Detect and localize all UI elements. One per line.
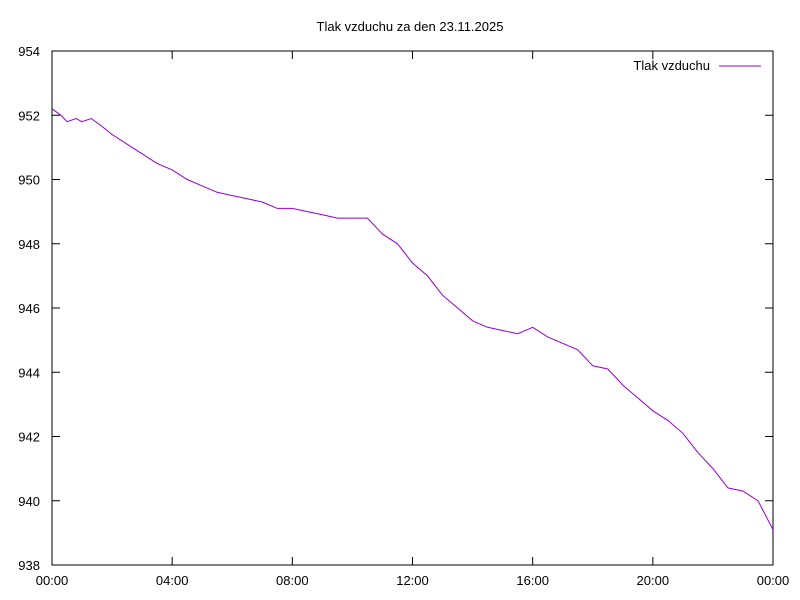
x-tick-label: 04:00 — [156, 573, 189, 588]
series-line-tlak-vzduchu — [51, 108, 774, 530]
y-tick-label: 940 — [18, 494, 40, 509]
x-axis: 00:00 04:00 08:00 12:00 16:00 20:00 00:00 — [36, 51, 790, 588]
y-tick-label: 952 — [18, 108, 40, 123]
y-axis: 938 940 942 944 946 948 950 952 954 — [18, 44, 773, 573]
x-tick-label: 00:00 — [36, 573, 69, 588]
legend: Tlak vzduchu — [633, 58, 761, 73]
x-tick-label: 16:00 — [516, 573, 549, 588]
y-tick-label: 948 — [18, 237, 40, 252]
y-tick-label: 950 — [18, 173, 40, 188]
y-tick-label: 954 — [18, 44, 40, 59]
y-tick-label: 938 — [18, 558, 40, 573]
plot-frame — [51, 50, 774, 566]
legend-label: Tlak vzduchu — [633, 58, 710, 73]
y-tick-label: 944 — [18, 365, 40, 380]
x-tick-label: 12:00 — [396, 573, 429, 588]
x-tick-label: 08:00 — [276, 573, 309, 588]
y-tick-label: 942 — [18, 430, 40, 445]
x-tick-label: 00:00 — [757, 573, 790, 588]
y-tick-label: 946 — [18, 301, 40, 316]
x-tick-label: 20:00 — [637, 573, 670, 588]
chart-title: Tlak vzduchu za den 23.11.2025 — [317, 19, 504, 34]
